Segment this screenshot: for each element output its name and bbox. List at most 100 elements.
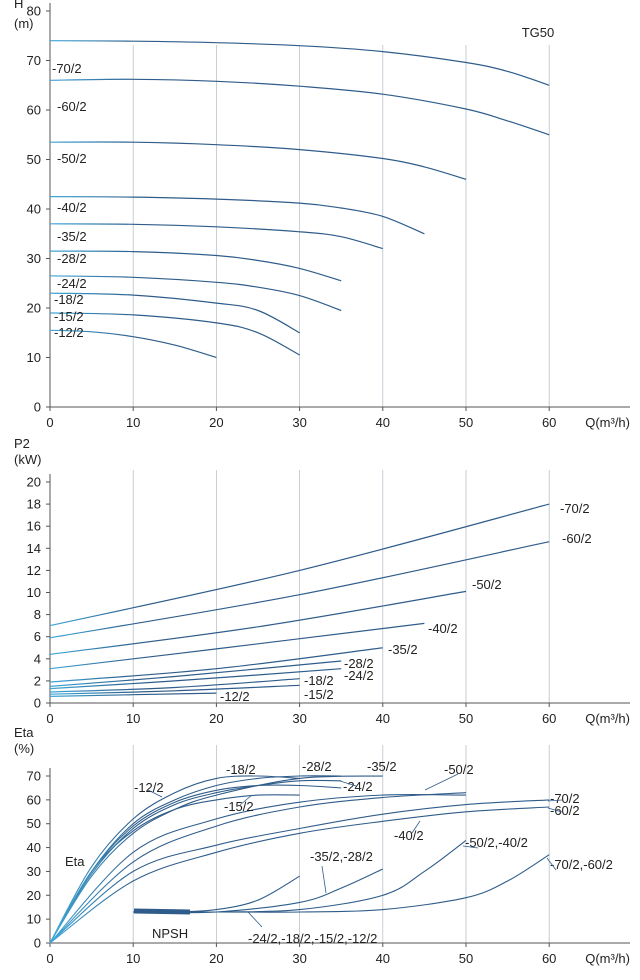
eta-series-label: -24/2 (343, 779, 373, 794)
head-y-tick-label: 80 (27, 4, 41, 19)
chart-title: TG50 (522, 25, 555, 40)
eta-series-label: -40/2 (394, 828, 424, 843)
eta-label-leader (147, 789, 163, 798)
eta-series-label: -15/2 (224, 799, 254, 814)
efficiency-x-tick-label: 10 (126, 951, 140, 966)
head-x-tick-label: 60 (542, 415, 556, 430)
eta-label-leader (239, 794, 253, 806)
power-x-tick-label: 20 (209, 711, 223, 726)
power-series-line (49, 503, 550, 627)
efficiency-y-tick-label: 40 (27, 840, 41, 855)
power-series-line (49, 622, 425, 670)
head-series-label: -35/2 (57, 229, 87, 244)
efficiency-x-axis-label: Q(m³/h) (585, 951, 630, 966)
efficiency-y-tick-label: 30 (27, 864, 41, 879)
npsh-series-label: -70/2,-60/2 (550, 857, 613, 872)
head-x-tick-label: 30 (292, 415, 306, 430)
head-series-label: -15/2 (54, 309, 84, 324)
power-y-tick-label: 2 (34, 673, 41, 688)
efficiency-x-tick-label: 0 (46, 951, 53, 966)
power-series-label: -12/2 (220, 689, 250, 704)
power-series-label: -15/2 (304, 687, 334, 702)
power-x-axis-label: Q(m³/h) (585, 711, 630, 726)
eta-series-line (49, 792, 467, 944)
head-series-label: -50/2 (57, 151, 87, 166)
power-series-line (49, 660, 342, 687)
eta-series-label: -18/2 (226, 762, 256, 777)
head-series-line (49, 275, 342, 312)
head-x-tick-label: 20 (209, 415, 223, 430)
head-y-tick-label: 10 (27, 350, 41, 365)
efficiency-x-tick-label: 50 (459, 951, 473, 966)
power-x-tick-label: 60 (542, 711, 556, 726)
head-x-tick-label: 40 (376, 415, 390, 430)
eta-series-line (49, 794, 300, 944)
power-series-line (49, 590, 467, 655)
npsh-label-leader (462, 845, 479, 849)
eta-series-line (49, 775, 342, 944)
head-x-tick-label: 50 (459, 415, 473, 430)
power-y-tick-label: 18 (27, 497, 41, 512)
eta-series-label: -28/2 (302, 759, 332, 774)
efficiency-y-axis-unit: (%) (14, 741, 34, 756)
head-y-axis-unit: (m) (14, 16, 34, 31)
npsh-band (133, 908, 191, 915)
eta-series-line (49, 775, 383, 944)
eta-series-line (49, 799, 550, 944)
efficiency-y-tick-label: 70 (27, 769, 41, 784)
power-series-label: -40/2 (428, 621, 458, 636)
eta-group-label: Eta (65, 854, 85, 869)
head-series-label: -70/2 (52, 61, 82, 76)
npsh-label-leader (321, 865, 327, 894)
efficiency-y-tick-label: 50 (27, 816, 41, 831)
eta-label-leader (547, 807, 563, 813)
npsh-group-label: NPSH (152, 926, 188, 941)
eta-label-leader (411, 820, 421, 834)
npsh-label-leader (247, 911, 263, 928)
efficiency-y-tick-label: 0 (34, 936, 41, 951)
eta-series-label: -35/2 (367, 759, 397, 774)
eta-series-label: -12/2 (134, 780, 164, 795)
eta-series-label: -60/2 (550, 803, 580, 818)
head-y-tick-label: 50 (27, 152, 41, 167)
power-series-line (49, 541, 550, 639)
efficiency-y-tick-label: 10 (27, 912, 41, 927)
head-x-tick-label: 0 (46, 415, 53, 430)
power-series-label: -28/2 (344, 656, 374, 671)
power-y-tick-label: 6 (34, 629, 41, 644)
head-series-line (49, 196, 425, 235)
npsh-series-label: -35/2,-28/2 (310, 849, 373, 864)
npsh-label-leader (546, 857, 557, 871)
eta-series-label: -70/2 (550, 791, 580, 806)
head-series-label: -60/2 (57, 99, 87, 114)
head-series-label: -28/2 (57, 251, 87, 266)
power-x-tick-label: 40 (376, 711, 390, 726)
head-series-line (49, 312, 300, 356)
eta-series-line (49, 806, 550, 944)
power-series-line (49, 684, 300, 695)
power-series-label: -50/2 (472, 577, 502, 592)
head-series-line (49, 40, 550, 86)
head-series-label: -12/2 (54, 325, 84, 340)
head-series-line (49, 78, 550, 136)
power-y-axis-label: P2 (14, 436, 30, 451)
power-series-label: -70/2 (560, 501, 590, 516)
power-y-tick-label: 14 (27, 541, 41, 556)
head-series-line (49, 329, 217, 359)
power-x-tick-label: 10 (126, 711, 140, 726)
power-y-tick-label: 8 (34, 607, 41, 622)
npsh-series-label: -24/2,-18/2,-15/2,-12/2 (248, 931, 377, 946)
eta-label-leader (547, 799, 563, 802)
npsh-series-line (133, 868, 384, 914)
eta-series-line (49, 794, 467, 944)
head-y-tick-label: 30 (27, 251, 41, 266)
npsh-series-label: -50/2,-40/2 (465, 835, 528, 850)
head-x-tick-label: 10 (126, 415, 140, 430)
head-series-label: -18/2 (54, 292, 84, 307)
power-series-label: -24/2 (344, 668, 374, 683)
efficiency-y-tick-label: 60 (27, 792, 41, 807)
head-series-label: -24/2 (57, 276, 87, 291)
power-series-line (49, 692, 217, 697)
head-series-line (49, 292, 300, 334)
